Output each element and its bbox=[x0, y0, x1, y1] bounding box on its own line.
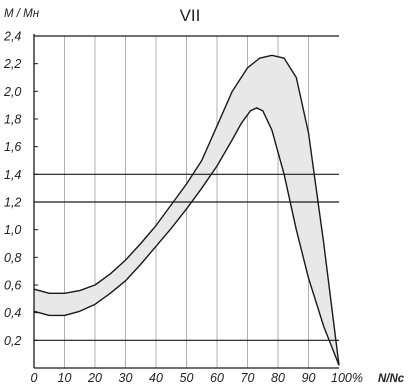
y-tick-label: 0,6 bbox=[4, 279, 21, 293]
x-tick-label: 10 bbox=[58, 371, 72, 385]
y-tick-label: 2,4 bbox=[3, 30, 21, 44]
x-tick-label: 50 bbox=[180, 371, 194, 385]
y-tick-label: 0,8 bbox=[4, 251, 21, 265]
y-tick-label: 0,4 bbox=[4, 306, 21, 320]
reference-lines bbox=[33, 34, 339, 369]
x-tick-label: 20 bbox=[87, 371, 102, 385]
chart-title: VII bbox=[180, 6, 201, 25]
upper-curve bbox=[33, 54, 340, 366]
x-tick-label: 80 bbox=[271, 371, 285, 385]
series-lines bbox=[33, 54, 340, 366]
y-tick-label: 2,2 bbox=[3, 57, 21, 71]
x-tick-labels: 0 10 20 30 40 50 60 70 80 90 100% bbox=[31, 371, 363, 385]
y-tick-label: 1,0 bbox=[4, 223, 21, 237]
y-tick-label: 1,4 bbox=[4, 168, 21, 182]
x-axis-title: N/Nc bbox=[378, 373, 405, 385]
band-area bbox=[34, 55, 339, 366]
x-tick-label: 100% bbox=[331, 371, 363, 385]
y-tick-label: 1,6 bbox=[4, 140, 21, 154]
y-tick-labels: 0,2 0,4 0,6 0,8 1,0 1,2 1,4 1,6 1,8 2,0 2,2 2,4 bbox=[3, 30, 38, 348]
lower-curve bbox=[33, 107, 340, 366]
y-tick-label: 0,2 bbox=[4, 334, 21, 348]
y-axis-title: M / Mн bbox=[4, 8, 40, 20]
band-fill bbox=[34, 55, 339, 366]
x-tick-label: 30 bbox=[119, 371, 133, 385]
x-tick-label: 70 bbox=[241, 371, 255, 385]
y-tick-label: 1,8 bbox=[4, 113, 21, 127]
y-tick-label: 2,0 bbox=[3, 85, 21, 99]
x-tick-label: 40 bbox=[149, 371, 163, 385]
x-tick-label: 90 bbox=[302, 371, 316, 385]
y-tick-label: 1,2 bbox=[4, 196, 21, 210]
x-tick-label: 0 bbox=[31, 371, 38, 385]
x-tick-label: 60 bbox=[210, 371, 224, 385]
